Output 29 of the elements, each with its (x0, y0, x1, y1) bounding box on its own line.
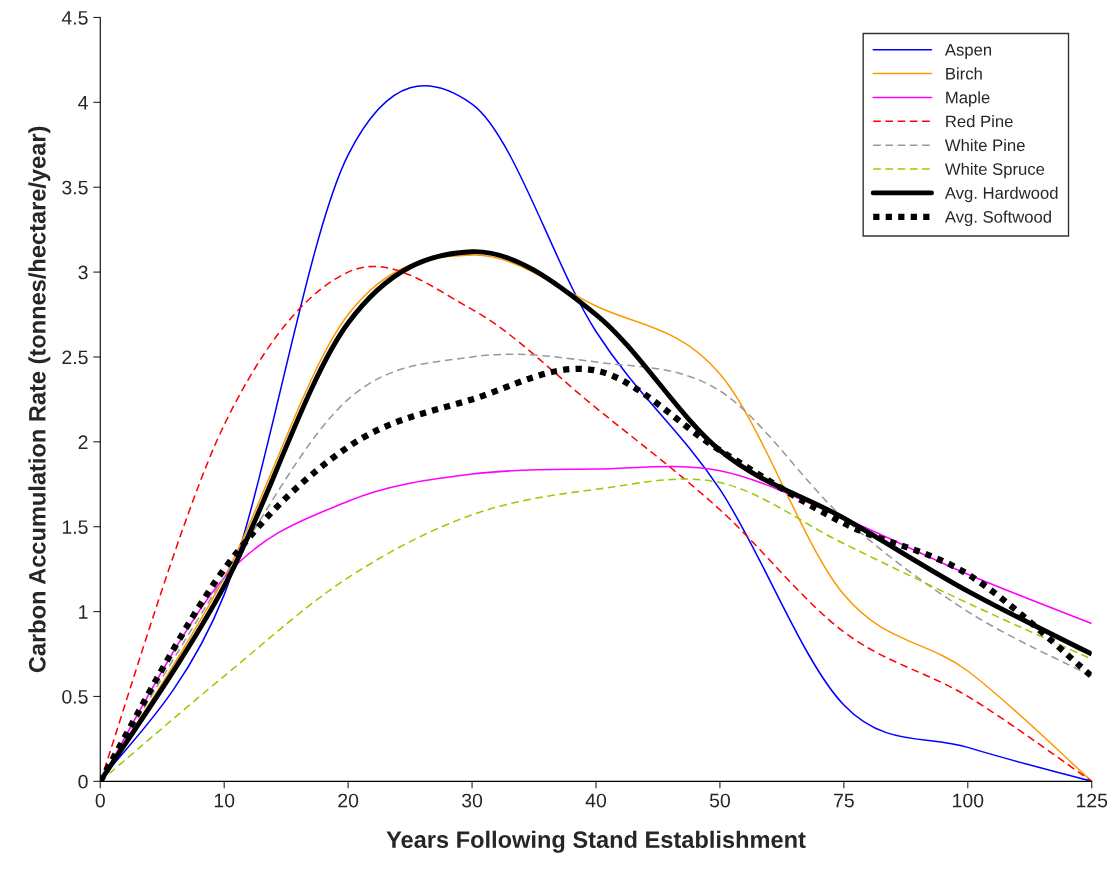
y-tick-label: 0 (78, 774, 88, 789)
y-tick-label: 4.5 (61, 11, 88, 25)
y-tick-label: 0.5 (62, 689, 88, 704)
y-tick-label: 1 (79, 605, 88, 619)
y-tick-label: 4 (78, 96, 88, 110)
y-tick-label: 3.5 (62, 180, 88, 195)
legend-label: Red Pine (946, 115, 1013, 128)
legend-label: White Spruce (944, 162, 1045, 179)
x-tick-label: 10 (214, 793, 235, 808)
x-tick-label: 20 (338, 793, 359, 808)
legend-label: Maple (946, 91, 990, 107)
y-tick-label: 3 (78, 265, 88, 280)
legend-label: Avg. Hardwood (944, 186, 1058, 203)
y-tick-label: 2 (78, 435, 88, 449)
legend-label: White Pine (944, 138, 1025, 152)
x-tick-label: 40 (585, 793, 607, 808)
y-axis-title: Carbon Accumulation Rate (tonnes/hectare/year) (28, 126, 51, 673)
x-tick-label: 125 (1076, 793, 1108, 808)
x-tick-label: 0 (95, 793, 105, 808)
legend-label: Birch (946, 67, 982, 80)
y-tick-label: 2.5 (62, 350, 88, 365)
legend-label: Aspen (944, 44, 992, 59)
x-tick-label: 75 (834, 793, 854, 808)
x-tick-label: 50 (709, 793, 730, 808)
legend-label: Avg. Softwood (944, 210, 1051, 227)
y-tick-label: 1.5 (62, 520, 88, 534)
x-axis-title: Years Following Stand Establishment (386, 830, 806, 853)
x-tick-label: 100 (953, 793, 984, 808)
x-tick-label: 30 (461, 793, 483, 808)
